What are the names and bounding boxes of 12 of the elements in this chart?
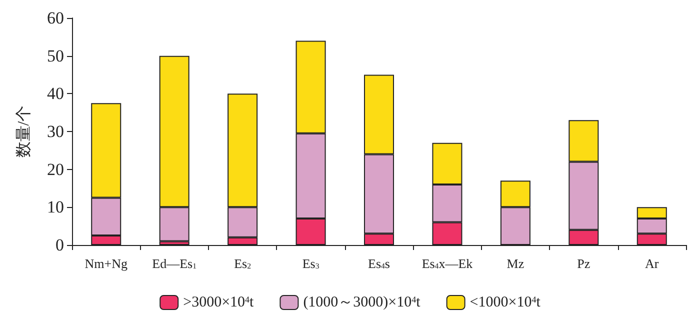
y-tick-label: 0 bbox=[56, 236, 64, 254]
y-tick-label: 60 bbox=[47, 8, 64, 28]
y-tick-label: 10 bbox=[47, 198, 64, 217]
x-tick-label: Mz bbox=[506, 256, 524, 271]
y-tick-label: 20 bbox=[47, 160, 64, 179]
x-tick-label: Pz bbox=[577, 256, 590, 271]
y-tick-label: 50 bbox=[47, 46, 64, 66]
x-tick-label: Nm+Ng bbox=[84, 256, 128, 271]
y-axis-title: 数量/个 bbox=[14, 105, 32, 158]
y-tick-label: 30 bbox=[47, 122, 64, 141]
x-tick-label: Ar bbox=[645, 256, 660, 271]
y-tick-label: 40 bbox=[47, 84, 64, 104]
